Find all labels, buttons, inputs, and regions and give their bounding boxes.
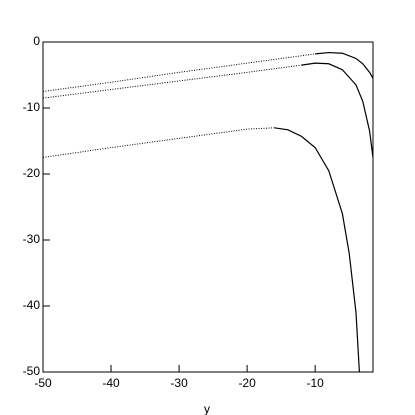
- curve: [42, 64, 302, 99]
- x-tick-label: -30: [170, 376, 188, 390]
- curve: [42, 53, 316, 92]
- x-tick-label: -40: [102, 376, 120, 390]
- plot-frame: [42, 41, 374, 373]
- x-axis-label: y: [204, 402, 210, 415]
- y-tick-label: -50: [23, 364, 41, 378]
- y-tick-label: -30: [23, 232, 41, 246]
- x-tick-label: -20: [238, 376, 256, 390]
- y-tick-label: -40: [23, 298, 41, 312]
- y-tick-label: 0: [33, 34, 40, 48]
- curve: [315, 51, 374, 79]
- curve: [274, 127, 360, 373]
- x-tick-label: -10: [306, 376, 324, 390]
- y-tick-label: -10: [23, 100, 41, 114]
- y-tick-label: -20: [23, 166, 41, 180]
- curve: [42, 127, 275, 158]
- x-tick-label: -50: [34, 376, 52, 390]
- curve: [301, 62, 374, 158]
